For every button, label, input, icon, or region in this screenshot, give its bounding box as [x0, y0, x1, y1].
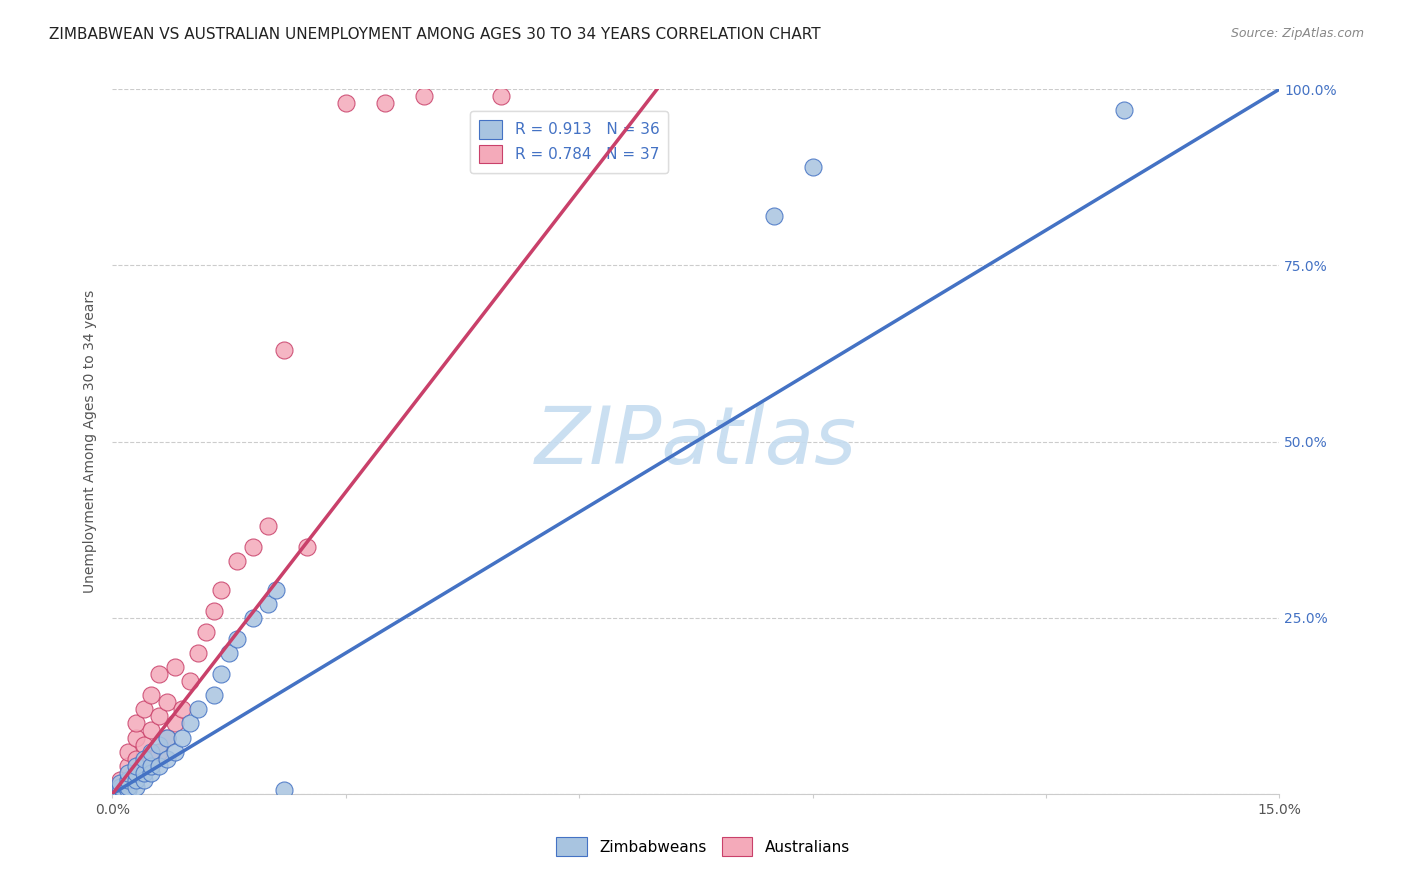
- Point: [257, 519, 280, 533]
- Point: [125, 751, 148, 765]
- Point: [125, 780, 148, 794]
- Point: [242, 541, 264, 555]
- Point: [132, 772, 155, 787]
- Point: [125, 716, 148, 731]
- Point: [218, 646, 240, 660]
- Point: [141, 765, 163, 780]
- Point: [148, 667, 170, 681]
- Point: [117, 772, 139, 787]
- Point: [110, 780, 132, 794]
- Point: [125, 758, 148, 772]
- Point: [226, 632, 249, 646]
- Point: [172, 731, 194, 745]
- Point: [163, 716, 186, 731]
- Point: [117, 765, 139, 780]
- Text: ZIMBABWEAN VS AUSTRALIAN UNEMPLOYMENT AMONG AGES 30 TO 34 YEARS CORRELATION CHAR: ZIMBABWEAN VS AUSTRALIAN UNEMPLOYMENT AM…: [49, 27, 821, 42]
- Point: [209, 667, 232, 681]
- Point: [194, 624, 217, 639]
- Point: [148, 745, 170, 759]
- Point: [141, 758, 163, 772]
- Point: [202, 604, 225, 618]
- Point: [125, 765, 148, 780]
- Point: [132, 758, 155, 772]
- Point: [117, 758, 139, 772]
- Y-axis label: Unemployment Among Ages 30 to 34 years: Unemployment Among Ages 30 to 34 years: [83, 290, 97, 593]
- Point: [179, 674, 201, 689]
- Point: [141, 751, 163, 765]
- Point: [156, 731, 179, 745]
- Point: [412, 89, 434, 103]
- Text: Source: ZipAtlas.com: Source: ZipAtlas.com: [1230, 27, 1364, 40]
- Point: [156, 695, 179, 709]
- Point: [117, 783, 139, 797]
- Point: [156, 751, 179, 765]
- Point: [209, 582, 232, 597]
- Point: [273, 783, 295, 797]
- Point: [264, 582, 287, 597]
- Point: [141, 723, 163, 738]
- Point: [762, 209, 785, 223]
- Point: [148, 738, 170, 752]
- Point: [141, 688, 163, 702]
- Point: [187, 702, 209, 716]
- Point: [242, 610, 264, 624]
- Point: [132, 751, 155, 765]
- Point: [202, 688, 225, 702]
- Point: [132, 738, 155, 752]
- Point: [156, 731, 179, 745]
- Point: [172, 702, 194, 716]
- Point: [148, 758, 170, 772]
- Point: [110, 783, 132, 797]
- Point: [117, 780, 139, 794]
- Point: [132, 765, 155, 780]
- Legend: Zimbabweans, Australians: Zimbabweans, Australians: [550, 831, 856, 862]
- Point: [163, 745, 186, 759]
- Point: [141, 745, 163, 759]
- Point: [163, 660, 186, 674]
- Point: [273, 343, 295, 357]
- Legend: R = 0.913   N = 36, R = 0.784   N = 37: R = 0.913 N = 36, R = 0.784 N = 37: [470, 111, 668, 173]
- Text: ZIPatlas: ZIPatlas: [534, 402, 858, 481]
- Point: [179, 716, 201, 731]
- Point: [117, 745, 139, 759]
- Point: [295, 541, 318, 555]
- Point: [125, 731, 148, 745]
- Point: [117, 772, 139, 787]
- Point: [801, 160, 824, 174]
- Point: [491, 89, 513, 103]
- Point: [187, 646, 209, 660]
- Point: [257, 597, 280, 611]
- Point: [110, 772, 132, 787]
- Point: [1112, 103, 1135, 118]
- Point: [226, 554, 249, 568]
- Point: [125, 772, 148, 787]
- Point: [110, 776, 132, 790]
- Point: [110, 780, 132, 794]
- Point: [148, 709, 170, 723]
- Point: [125, 765, 148, 780]
- Point: [335, 96, 357, 111]
- Point: [374, 96, 396, 111]
- Point: [132, 702, 155, 716]
